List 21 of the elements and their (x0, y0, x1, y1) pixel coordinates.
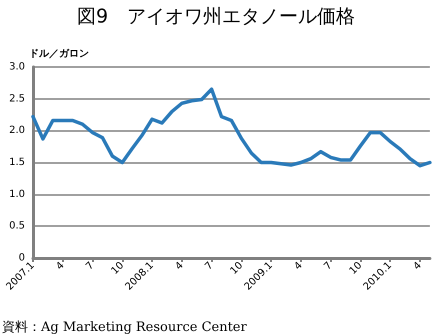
x-tick-label: 4 (54, 260, 67, 272)
line-series (31, 88, 432, 168)
text: 資料：Ag Marketing Resource Center (2, 320, 248, 335)
y-tick-label: 2.0 (9, 125, 25, 136)
x-tick-label: 4 (292, 260, 305, 272)
y-tick-label: 3.0 (9, 62, 25, 72)
y-tick-label: 0 (18, 252, 25, 264)
x-tick-label: 7 (322, 260, 335, 272)
chart-title: 図9 アイオワ州エタノール価格 (76, 6, 356, 28)
y-tick-label: 1.0 (9, 188, 25, 200)
x-tick-label: 7 (203, 260, 216, 272)
x-tick-label: 4 (412, 260, 424, 272)
y-axis-title: ドル／ガロン (29, 48, 89, 60)
x-tick-label: 10 (348, 260, 364, 277)
y-tick-label: 1.5 (9, 157, 25, 168)
x-tick-label: 7 (84, 260, 96, 272)
x-tick-label: 10 (109, 260, 126, 277)
x-tick-label: 4 (173, 260, 186, 272)
x-tick-label: 10 (228, 260, 246, 277)
y-tick-label: 2.5 (9, 93, 25, 104)
y-tick-label: 0.5 (9, 220, 25, 232)
